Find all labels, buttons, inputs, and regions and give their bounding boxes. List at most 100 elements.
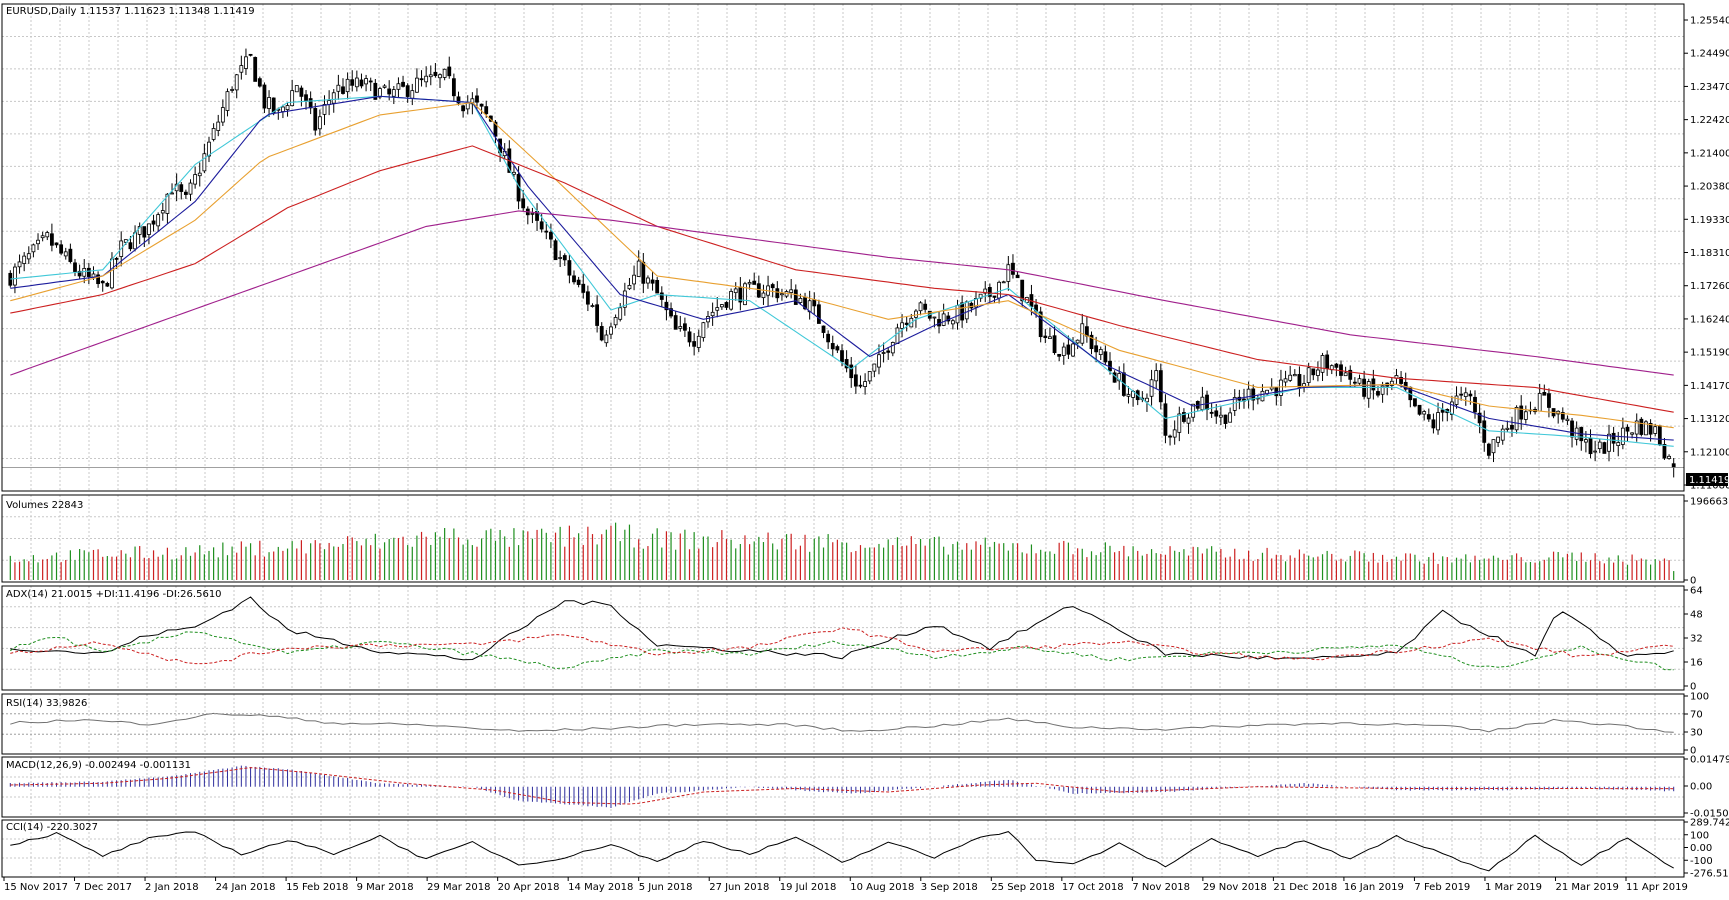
candle-body — [553, 240, 558, 261]
candle-body — [1440, 409, 1445, 413]
date-tick-label: 20 Apr 2018 — [498, 882, 560, 893]
candle — [664, 294, 669, 321]
candle-body — [1186, 417, 1191, 424]
candle-body — [1473, 396, 1477, 413]
candle — [1080, 313, 1085, 346]
candle — [382, 84, 387, 89]
candle — [1223, 414, 1228, 429]
candle — [147, 223, 151, 245]
plot-content — [2, 48, 1684, 872]
candle — [1547, 388, 1551, 418]
candle — [659, 286, 664, 307]
moving-average-line — [10, 210, 1674, 376]
moving-average-line — [10, 95, 1674, 447]
candle-body — [655, 280, 660, 294]
candle — [68, 243, 73, 264]
candle — [1061, 342, 1066, 365]
candle — [1237, 389, 1242, 410]
candle-body — [133, 232, 137, 250]
candle-body — [1158, 370, 1163, 403]
candle — [308, 91, 313, 115]
date-tick-label: 21 Mar 2019 — [1555, 882, 1618, 893]
candle-body — [373, 82, 378, 100]
candle — [1450, 395, 1454, 421]
candle — [345, 72, 350, 100]
candle — [1620, 417, 1625, 450]
candle — [1265, 389, 1269, 396]
candle-body — [220, 107, 225, 123]
candle-body — [368, 80, 373, 83]
cci-pane-title: CCI(14) -220.3027 — [6, 822, 98, 833]
candle — [1251, 384, 1256, 411]
candle-body — [1149, 379, 1154, 397]
candle — [285, 102, 290, 117]
candle-body — [544, 230, 549, 233]
candle-body — [567, 260, 572, 276]
candle-body — [147, 223, 151, 235]
candle — [73, 258, 77, 277]
candle-body — [1117, 373, 1122, 382]
candle — [724, 301, 729, 311]
candle-body — [881, 352, 886, 354]
candle-body — [1015, 274, 1020, 279]
candle — [1191, 403, 1196, 422]
candle — [669, 302, 673, 319]
candle — [359, 73, 364, 89]
candle — [950, 319, 955, 330]
date-tick-label: 27 Jun 2018 — [709, 882, 769, 893]
candle — [151, 214, 156, 232]
candle — [1015, 271, 1020, 279]
candle-body — [257, 78, 262, 87]
candle — [1117, 366, 1122, 390]
candle-body — [299, 87, 304, 97]
candle-body — [1182, 412, 1186, 422]
candle-body — [341, 86, 345, 94]
candle — [937, 311, 941, 334]
date-tick-label: 24 Jan 2018 — [216, 882, 276, 893]
candle-body — [974, 298, 978, 308]
moving-average-line — [10, 145, 1674, 413]
candle — [1242, 388, 1246, 409]
candle — [1436, 402, 1440, 435]
candle-body — [747, 282, 752, 285]
candle — [858, 375, 863, 389]
candle — [826, 330, 831, 349]
candle — [1205, 390, 1209, 421]
candle-body — [941, 313, 946, 326]
candle-body — [415, 77, 419, 93]
candle — [877, 344, 881, 375]
candle-body — [165, 193, 170, 214]
candle-body — [262, 84, 267, 109]
candle — [1186, 413, 1191, 434]
candle — [216, 114, 221, 137]
candle-body — [1459, 393, 1464, 396]
candle-body — [816, 304, 821, 324]
candle — [678, 315, 683, 332]
candle-body — [230, 89, 234, 91]
price-axis-tick-label: 1.21400 — [1690, 148, 1729, 159]
candle — [1510, 416, 1514, 437]
candle-body — [775, 288, 780, 299]
candle-body — [479, 103, 484, 107]
candle-body — [419, 78, 424, 81]
candle — [863, 373, 868, 395]
candle-body — [1071, 343, 1075, 357]
candle-body — [1376, 391, 1380, 396]
date-tick-label: 15 Nov 2017 — [4, 882, 68, 893]
candle-body — [1648, 422, 1653, 435]
candle — [1011, 254, 1015, 279]
candle — [447, 56, 452, 79]
candle — [1288, 365, 1293, 383]
candle — [923, 299, 928, 313]
candle-body — [1154, 370, 1159, 382]
candle-body — [428, 74, 433, 78]
candle-body — [331, 92, 336, 104]
candle-body — [1352, 381, 1357, 384]
candle-body — [1251, 388, 1256, 401]
candle-body — [128, 242, 133, 250]
candle — [405, 83, 410, 103]
candle-body — [1463, 392, 1468, 397]
candle-body — [1163, 403, 1168, 436]
